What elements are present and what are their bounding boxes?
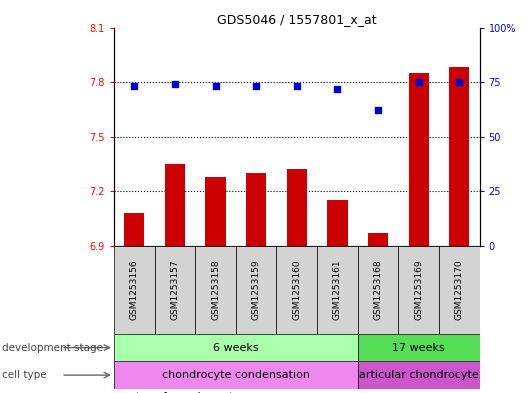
Text: 17 weeks: 17 weeks (392, 343, 445, 353)
Text: GSM1253159: GSM1253159 (252, 259, 261, 320)
Text: chondrocyte condensation: chondrocyte condensation (162, 370, 310, 380)
Bar (317, 246, 358, 334)
Point (293, 83, 301, 90)
Bar (358, 334, 480, 361)
Text: GSM1253158: GSM1253158 (211, 259, 220, 320)
Bar (327, 200, 348, 246)
Text: GSM1253168: GSM1253168 (374, 259, 383, 320)
Bar (206, 176, 226, 246)
Bar (114, 334, 358, 361)
Bar (358, 246, 399, 334)
Bar (399, 246, 439, 334)
Bar (155, 246, 195, 334)
Bar (124, 213, 144, 246)
Bar (236, 246, 277, 334)
Bar (449, 68, 470, 246)
Bar (368, 233, 388, 246)
Point (455, 79, 464, 85)
Point (130, 83, 138, 90)
Point (211, 83, 220, 90)
Text: development stage: development stage (2, 343, 103, 353)
Text: GSM1253161: GSM1253161 (333, 259, 342, 320)
Point (374, 107, 382, 114)
Point (333, 85, 342, 92)
Text: GSM1253169: GSM1253169 (414, 259, 423, 320)
Bar (439, 246, 480, 334)
Bar (165, 164, 185, 246)
Text: GSM1253160: GSM1253160 (293, 259, 301, 320)
Bar (287, 169, 307, 246)
Text: GSM1253156: GSM1253156 (130, 259, 139, 320)
Text: 6 weeks: 6 weeks (213, 343, 259, 353)
Bar (195, 246, 236, 334)
Bar (114, 361, 358, 389)
Text: cell type: cell type (2, 370, 46, 380)
Bar (246, 173, 266, 246)
Bar (114, 246, 155, 334)
Point (171, 81, 179, 87)
Bar (409, 73, 429, 246)
Text: articular chondrocyte: articular chondrocyte (359, 370, 479, 380)
Text: GSM1253157: GSM1253157 (171, 259, 179, 320)
Text: transformed count: transformed count (136, 392, 233, 393)
Title: GDS5046 / 1557801_x_at: GDS5046 / 1557801_x_at (217, 13, 377, 26)
Point (252, 83, 260, 90)
Point (414, 79, 423, 85)
Bar (277, 246, 317, 334)
Bar (358, 361, 480, 389)
Text: GSM1253170: GSM1253170 (455, 259, 464, 320)
